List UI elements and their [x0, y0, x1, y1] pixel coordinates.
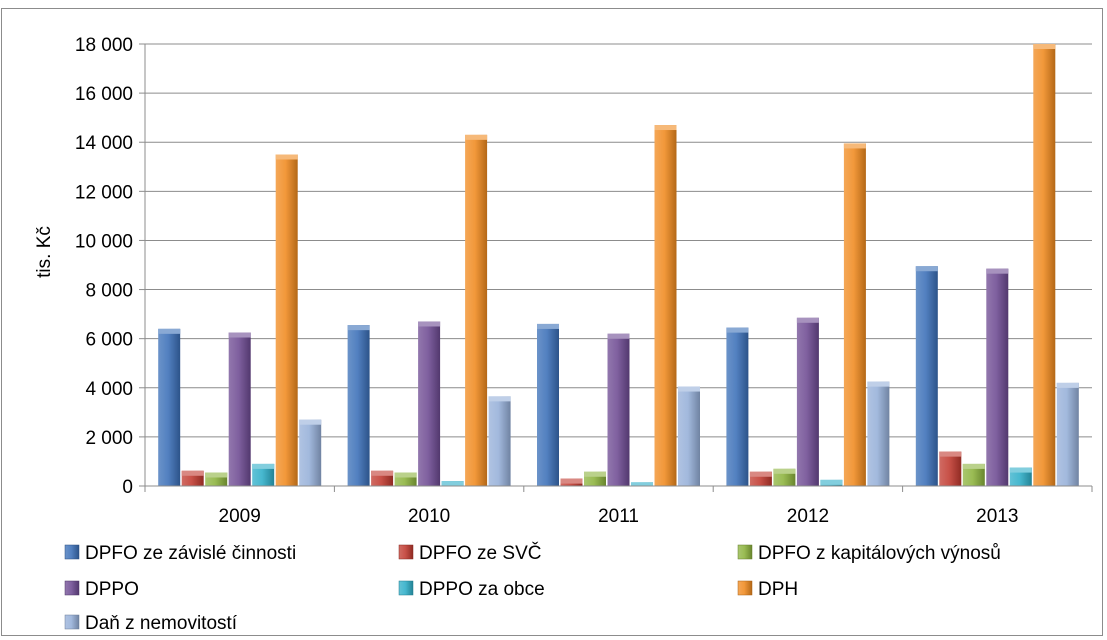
bar [275, 154, 298, 486]
legend-label: DPFO ze závislé činnosti [85, 543, 296, 564]
bar [607, 333, 630, 486]
bar [158, 328, 181, 486]
legend-label: Daň z nemovitostí [85, 613, 238, 634]
x-category-label: 2011 [598, 506, 639, 527]
x-category-label: 2009 [219, 506, 261, 527]
bar [347, 325, 370, 486]
legend-label: DPPO za obce [419, 579, 545, 600]
bar [488, 396, 511, 486]
bar [299, 419, 322, 486]
legend-item: DPPO za obce [398, 579, 545, 600]
bar [1009, 467, 1032, 486]
legend-label: DPH [758, 579, 798, 600]
legend: DPFO ze závislé činnosti DPFO ze SVČ DPFO … [64, 542, 1001, 634]
legend-label: DPFO z kapitálových výnosů [758, 543, 1001, 564]
legend-label: DPPO [85, 579, 139, 600]
legend-swatch [398, 544, 414, 560]
legend-item: DPH [737, 579, 798, 600]
y-tick-label: 0 [122, 477, 133, 498]
bar [796, 317, 819, 486]
bars [158, 44, 1079, 487]
legend-swatch [737, 580, 753, 596]
legend-label: DPFO ze SVČ [419, 542, 541, 564]
bar [773, 468, 796, 486]
x-category-label: 2013 [976, 506, 1018, 527]
bar [584, 471, 606, 486]
bar [371, 470, 394, 486]
legend-swatch [64, 580, 80, 596]
bar [962, 463, 985, 486]
y-tick-label: 10 000 [75, 231, 133, 252]
bar [678, 386, 700, 486]
bar [631, 482, 653, 486]
x-category-label: 2012 [787, 506, 829, 527]
legend-item: DPFO ze závislé činnosti [64, 543, 296, 564]
gridlines [145, 43, 1092, 438]
x-category-label: 2010 [408, 506, 450, 527]
y-tick-label: 18 000 [75, 35, 133, 56]
bar [867, 381, 890, 486]
axes [144, 44, 1092, 487]
bar [394, 472, 417, 486]
bar-chart: tis. Kč 0 2 000 4 000 6 000 8 000 10 000 12 00… [34, 35, 1093, 634]
y-axis-ticks: 0 2 000 4 000 6 000 8 000 10 000 12 000 14 000 1… [75, 35, 145, 498]
bar [441, 481, 464, 486]
y-tick-label: 6 000 [85, 330, 133, 351]
y-tick-label: 2 000 [85, 428, 133, 449]
bar [1056, 382, 1079, 486]
bar [726, 327, 749, 486]
legend-swatch [398, 580, 414, 596]
bar [654, 125, 677, 487]
y-axis-label: tis. Kč [34, 226, 55, 278]
y-tick-label: 4 000 [85, 379, 133, 400]
legend-swatch [737, 544, 753, 560]
bar [915, 266, 938, 486]
bar [205, 472, 228, 486]
bar [228, 332, 251, 486]
legend-swatch [64, 544, 80, 560]
y-tick-label: 12 000 [75, 182, 133, 203]
bar [986, 268, 1009, 486]
x-axis-categories: 2009 2010 2011 2012 2013 [144, 486, 1093, 527]
legend-item: DPFO ze SVČ [398, 542, 541, 564]
y-tick-label: 16 000 [75, 84, 133, 105]
bar [1033, 44, 1056, 486]
bar [537, 323, 559, 486]
legend-item: Daň z nemovitostí [64, 613, 238, 634]
y-tick-label: 14 000 [75, 133, 133, 154]
bar [252, 463, 275, 486]
legend-swatch [64, 614, 80, 630]
bar [181, 470, 204, 486]
legend-item: DPPO [64, 579, 139, 600]
bar [465, 134, 488, 486]
bar [843, 143, 866, 486]
bar [939, 451, 962, 486]
bar [749, 471, 772, 486]
bar [820, 479, 843, 486]
bar [418, 321, 441, 486]
chart-frame: tis. Kč 0 2 000 4 000 6 000 8 000 10 000 12 00… [1, 8, 1103, 636]
bar [560, 478, 583, 486]
legend-item: DPFO z kapitálových výnosů [737, 543, 1001, 564]
y-tick-label: 8 000 [85, 281, 133, 302]
